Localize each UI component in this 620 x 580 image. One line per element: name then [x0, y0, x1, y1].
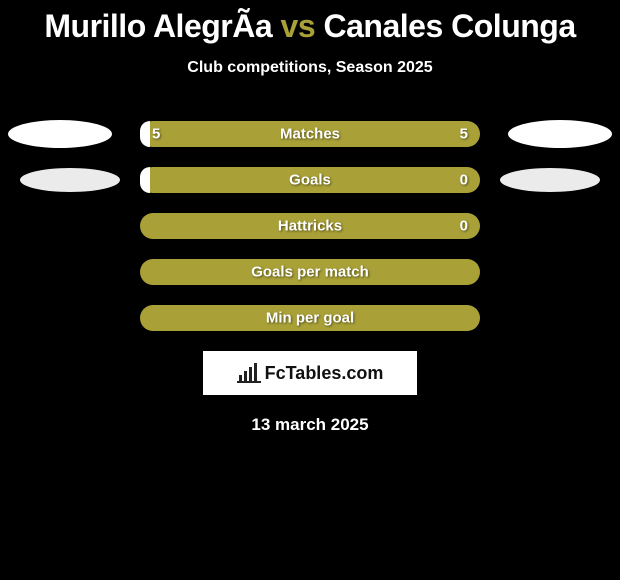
- comparison-infographic: Murillo AlegrÃa vs Canales Colunga Club …: [0, 0, 620, 435]
- stat-bar: Hattricks 0: [140, 213, 480, 239]
- stats-area: Matches 5 5 Goals 0 Hattricks 0 Goals per match…: [0, 121, 620, 331]
- stat-row: Min per goal: [0, 305, 620, 331]
- stat-row: Goals per match: [0, 259, 620, 285]
- stat-bar: Matches 5 5: [140, 121, 480, 147]
- bar-chart-icon: [237, 363, 261, 383]
- stat-bar-fill-left: [140, 121, 150, 147]
- brand-box: FcTables.com: [203, 351, 417, 395]
- stat-value-right: 5: [460, 126, 468, 143]
- stat-label: Goals per match: [251, 264, 369, 281]
- stat-row: Goals 0: [0, 167, 620, 193]
- player-ellipse-right: [508, 120, 612, 148]
- subtitle: Club competitions, Season 2025: [0, 59, 620, 77]
- stat-row: Hattricks 0: [0, 213, 620, 239]
- date-text: 13 march 2025: [0, 415, 620, 435]
- stat-label: Min per goal: [266, 310, 354, 327]
- title-vs: vs: [281, 8, 316, 44]
- stat-bar: Goals 0: [140, 167, 480, 193]
- title-player-left: Murillo AlegrÃa: [44, 8, 272, 44]
- stat-bar: Min per goal: [140, 305, 480, 331]
- page-title: Murillo AlegrÃa vs Canales Colunga: [0, 0, 620, 45]
- stat-bar-fill-left: [140, 167, 150, 193]
- brand-text: FcTables.com: [265, 363, 384, 384]
- stat-label: Hattricks: [278, 218, 342, 235]
- player-ellipse-left: [8, 120, 112, 148]
- stat-label: Goals: [289, 172, 331, 189]
- player-ellipse-left: [20, 168, 120, 192]
- stat-bar: Goals per match: [140, 259, 480, 285]
- stat-row: Matches 5 5: [0, 121, 620, 147]
- stat-label: Matches: [280, 126, 340, 143]
- stat-value-right: 0: [460, 218, 468, 235]
- stat-value-right: 0: [460, 172, 468, 189]
- stat-value-left: 5: [152, 126, 160, 143]
- player-ellipse-right: [500, 168, 600, 192]
- title-player-right: Canales Colunga: [324, 8, 576, 44]
